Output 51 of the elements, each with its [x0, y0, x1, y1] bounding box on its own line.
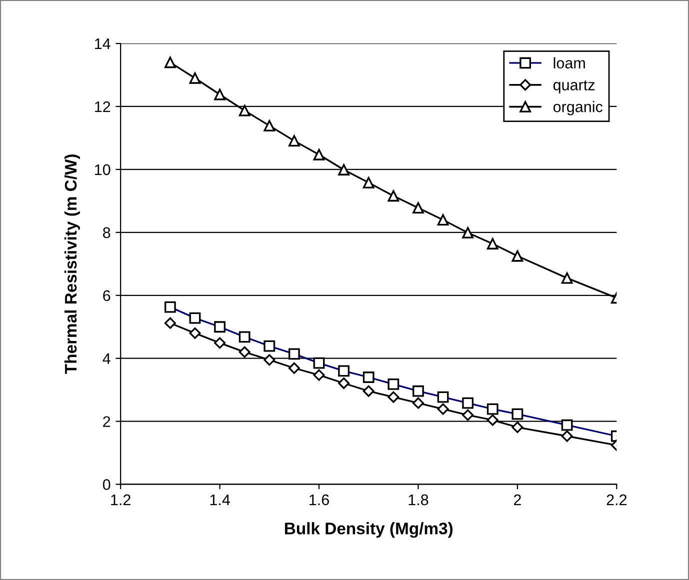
y-tick-label: 8: [103, 227, 110, 238]
point: [313, 369, 325, 381]
point: [512, 422, 524, 434]
y-tick-label: 0: [102, 479, 110, 490]
point: [238, 346, 250, 358]
point: [313, 148, 325, 160]
point: [388, 391, 400, 403]
point: [561, 430, 573, 442]
point: [264, 120, 276, 132]
point: [288, 362, 300, 374]
x-axis-title: Bulk Density (Mg/m3): [285, 522, 453, 538]
x-tick-label: 1.8: [408, 494, 428, 506]
point: [338, 164, 350, 176]
point: [486, 238, 498, 250]
point: [437, 214, 449, 226]
point: [462, 227, 474, 238]
point: [412, 202, 424, 214]
point: [214, 88, 226, 100]
legend-label: loam: [554, 57, 585, 68]
point: [561, 272, 573, 284]
point: [214, 337, 226, 349]
point: [362, 176, 374, 188]
y-tick-label: 10: [95, 164, 110, 176]
point: [338, 377, 350, 389]
x-tick-label: 2: [514, 494, 521, 506]
point: [462, 409, 474, 421]
point: [486, 414, 498, 426]
legend-label: quartz: [553, 80, 594, 94]
point: [388, 190, 400, 202]
y-tick-label: 6: [103, 290, 110, 302]
y-tick-label: 2: [103, 416, 110, 427]
point: [164, 317, 176, 329]
x-tick-label: 1.4: [210, 494, 230, 506]
point: [264, 354, 276, 366]
point: [189, 327, 201, 339]
y-tick-label: 12: [95, 101, 110, 112]
point: [437, 403, 449, 415]
x-tick-label: 1.6: [310, 494, 329, 506]
point: [362, 385, 374, 397]
y-tick-label: 4: [102, 353, 110, 364]
legend-label: organic: [553, 101, 603, 116]
x-tick-label: 1.2: [111, 494, 130, 506]
y-tick-label: 14: [95, 38, 110, 50]
point: [512, 250, 524, 262]
y-axis-title: Thermal Resistivity (m C/W): [64, 154, 80, 374]
point: [412, 397, 424, 409]
point: [189, 72, 201, 84]
point: [238, 104, 250, 116]
x-tick-label: 2.2: [606, 494, 627, 506]
point: [164, 56, 176, 68]
point: [288, 135, 300, 146]
